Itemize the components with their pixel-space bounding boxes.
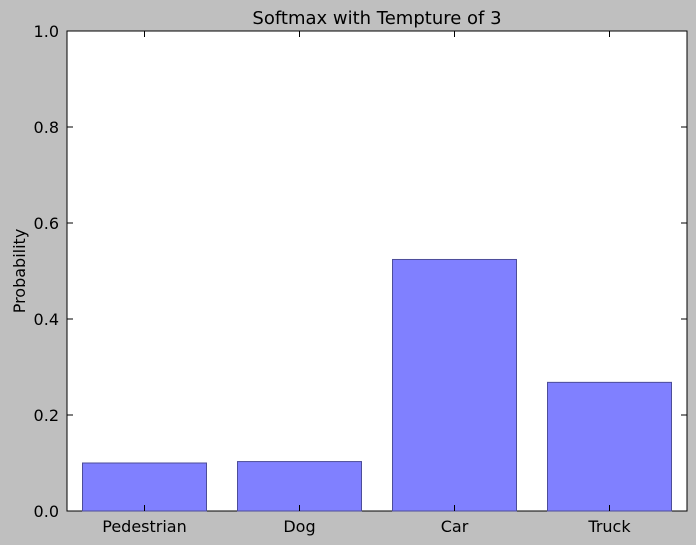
bar-dog [237, 461, 362, 512]
bar-pedestrian [82, 462, 207, 512]
y-tick-label: 0.2 [34, 406, 59, 425]
x-tick-label: Truck [587, 517, 631, 536]
y-tick-label: 0.4 [34, 310, 59, 329]
y-axis-label: Probability [10, 229, 29, 314]
y-tick-label: 0.0 [34, 502, 59, 521]
bars-layer [82, 258, 672, 512]
x-tick-label: Pedestrian [102, 517, 187, 536]
ticks-layer: Pedestrian Dog Car Truck 0.0 0.2 0.4 0.6 0.8 1.0 [34, 22, 687, 536]
x-tick-label: Car [441, 517, 469, 536]
chart-title: Softmax with Tempture of 3 [252, 8, 501, 29]
bar-car [392, 258, 517, 512]
x-tick-label: Dog [283, 517, 315, 536]
y-tick-label: 1.0 [34, 22, 59, 41]
y-tick-label: 0.8 [34, 118, 59, 137]
bar-truck [547, 381, 672, 512]
y-tick-label: 0.6 [34, 214, 59, 233]
